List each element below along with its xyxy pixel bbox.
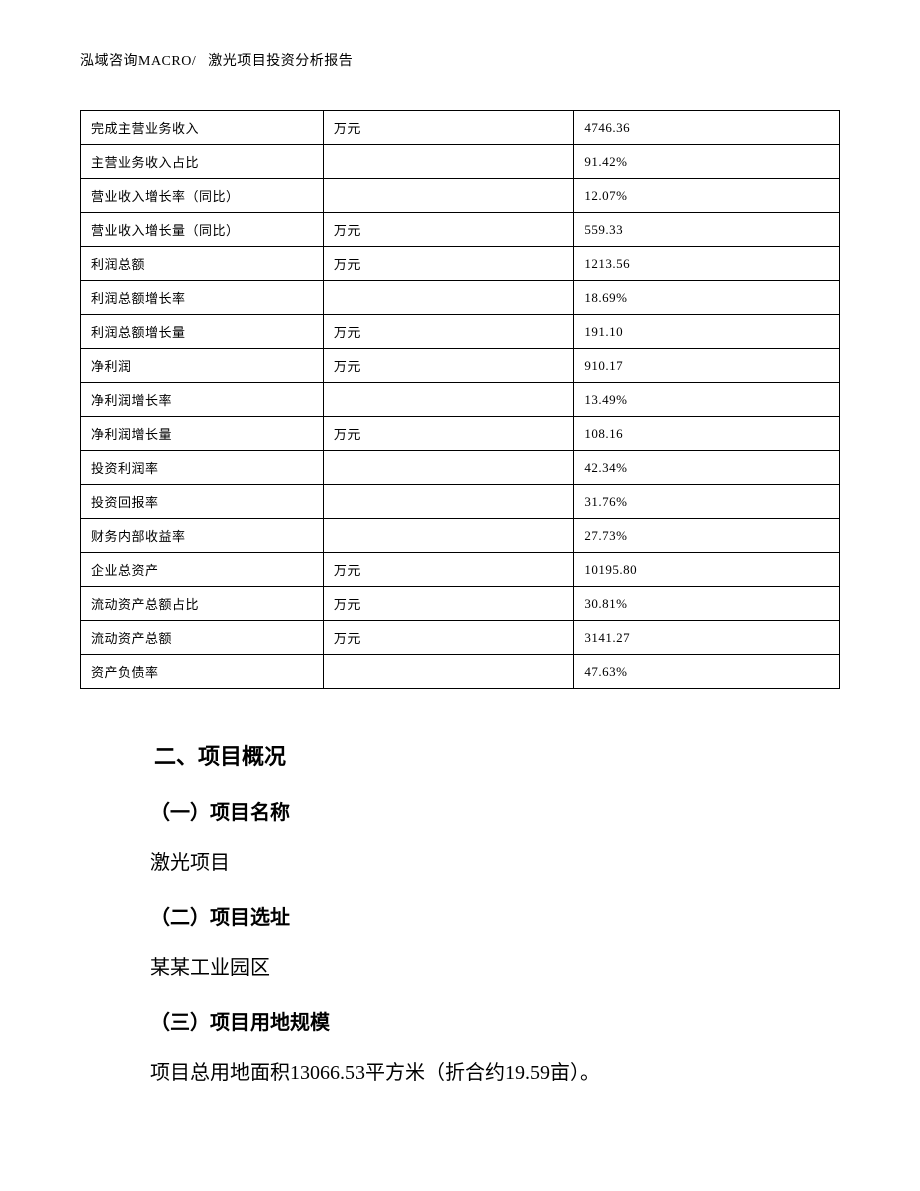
table-row: 主营业务收入占比 91.42% [81, 145, 840, 179]
cell-label: 净利润 [81, 349, 324, 383]
sub-heading: （一）项目名称 [110, 796, 810, 825]
table-row: 流动资产总额占比 万元 30.81% [81, 587, 840, 621]
cell-label: 净利润增长量 [81, 417, 324, 451]
table-row: 投资回报率 31.76% [81, 485, 840, 519]
table-row: 净利润增长量 万元 108.16 [81, 417, 840, 451]
body-text: 项目总用地面积13066.53平方米（折合约19.59亩）。 [110, 1055, 810, 1091]
cell-value: 42.34% [574, 451, 840, 485]
cell-value: 4746.36 [574, 111, 840, 145]
cell-value: 559.33 [574, 213, 840, 247]
cell-unit [323, 451, 573, 485]
section-heading: 二、项目概况 [110, 739, 810, 771]
sub-heading: （三）项目用地规模 [110, 1006, 810, 1035]
cell-value: 10195.80 [574, 553, 840, 587]
cell-unit: 万元 [323, 621, 573, 655]
table-row: 流动资产总额 万元 3141.27 [81, 621, 840, 655]
cell-unit [323, 383, 573, 417]
table-row: 投资利润率 42.34% [81, 451, 840, 485]
table-row: 完成主营业务收入 万元 4746.36 [81, 111, 840, 145]
cell-value: 12.07% [574, 179, 840, 213]
cell-label: 利润总额 [81, 247, 324, 281]
cell-value: 27.73% [574, 519, 840, 553]
cell-label: 流动资产总额 [81, 621, 324, 655]
cell-unit: 万元 [323, 417, 573, 451]
table-row: 净利润增长率 13.49% [81, 383, 840, 417]
table-row: 利润总额增长量 万元 191.10 [81, 315, 840, 349]
cell-unit: 万元 [323, 111, 573, 145]
cell-value: 3141.27 [574, 621, 840, 655]
cell-label: 企业总资产 [81, 553, 324, 587]
cell-value: 108.16 [574, 417, 840, 451]
cell-label: 净利润增长率 [81, 383, 324, 417]
cell-label: 投资利润率 [81, 451, 324, 485]
table-row: 企业总资产 万元 10195.80 [81, 553, 840, 587]
cell-value: 47.63% [574, 655, 840, 689]
financial-data-table: 完成主营业务收入 万元 4746.36 主营业务收入占比 91.42% 营业收入… [80, 110, 840, 689]
cell-value: 30.81% [574, 587, 840, 621]
cell-value: 31.76% [574, 485, 840, 519]
cell-unit: 万元 [323, 247, 573, 281]
cell-unit: 万元 [323, 349, 573, 383]
cell-value: 18.69% [574, 281, 840, 315]
cell-unit [323, 655, 573, 689]
cell-label: 完成主营业务收入 [81, 111, 324, 145]
table-row: 财务内部收益率 27.73% [81, 519, 840, 553]
cell-value: 13.49% [574, 383, 840, 417]
cell-label: 流动资产总额占比 [81, 587, 324, 621]
table-row: 净利润 万元 910.17 [81, 349, 840, 383]
body-text: 某某工业园区 [110, 950, 810, 986]
cell-unit [323, 485, 573, 519]
cell-label: 主营业务收入占比 [81, 145, 324, 179]
table-row: 营业收入增长率（同比） 12.07% [81, 179, 840, 213]
table-row: 利润总额 万元 1213.56 [81, 247, 840, 281]
cell-label: 营业收入增长率（同比） [81, 179, 324, 213]
content-section: 二、项目概况 （一）项目名称 激光项目 （二）项目选址 某某工业园区 （三）项目… [80, 739, 840, 1091]
cell-unit [323, 519, 573, 553]
cell-unit: 万元 [323, 315, 573, 349]
cell-unit [323, 179, 573, 213]
table-body: 完成主营业务收入 万元 4746.36 主营业务收入占比 91.42% 营业收入… [81, 111, 840, 689]
cell-value: 1213.56 [574, 247, 840, 281]
table-row: 营业收入增长量（同比） 万元 559.33 [81, 213, 840, 247]
cell-value: 91.42% [574, 145, 840, 179]
cell-value: 191.10 [574, 315, 840, 349]
cell-label: 资产负债率 [81, 655, 324, 689]
sub-heading: （二）项目选址 [110, 901, 810, 930]
cell-unit [323, 145, 573, 179]
table-row: 利润总额增长率 18.69% [81, 281, 840, 315]
cell-label: 营业收入增长量（同比） [81, 213, 324, 247]
cell-unit [323, 281, 573, 315]
body-text: 激光项目 [110, 845, 810, 881]
page-header: 泓域咨询MACRO/ 激光项目投资分析报告 [80, 50, 840, 70]
header-title: 激光项目投资分析报告 [208, 54, 353, 69]
cell-unit: 万元 [323, 587, 573, 621]
cell-label: 利润总额增长量 [81, 315, 324, 349]
cell-unit: 万元 [323, 213, 573, 247]
cell-label: 投资回报率 [81, 485, 324, 519]
cell-label: 财务内部收益率 [81, 519, 324, 553]
cell-value: 910.17 [574, 349, 840, 383]
cell-unit: 万元 [323, 553, 573, 587]
table-row: 资产负债率 47.63% [81, 655, 840, 689]
header-company: 泓域咨询MACRO/ [80, 54, 196, 69]
cell-label: 利润总额增长率 [81, 281, 324, 315]
